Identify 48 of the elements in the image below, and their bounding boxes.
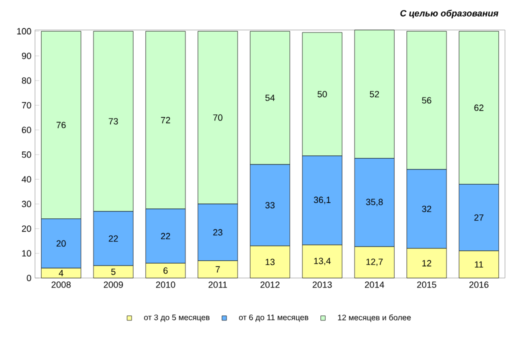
data-label: 22 [161, 232, 170, 240]
data-label: 22 [108, 235, 118, 242]
y-tick-label: 30 [22, 200, 32, 208]
data-label: 73 [108, 118, 118, 124]
data-label: 23 [213, 229, 222, 236]
data-label: 12,7 [366, 258, 383, 266]
data-label: 76 [56, 122, 66, 128]
x-tick-label: 2016 [469, 282, 488, 288]
x-tick-label: 2009 [104, 282, 123, 288]
x-tick-label: 2013 [312, 282, 332, 288]
x-tick-label: 2015 [417, 282, 436, 288]
x-tick-label: 2012 [260, 282, 280, 288]
data-label: 5 [111, 268, 116, 275]
data-label: 54 [265, 94, 275, 101]
data-label: 33 [265, 202, 275, 208]
data-label: 11 [474, 261, 484, 268]
data-label: 13 [266, 258, 275, 266]
x-tick-label: 2010 [156, 282, 176, 288]
data-label: 52 [370, 90, 379, 98]
y-tick-label: 10 [22, 250, 32, 257]
data-label: 36,1 [314, 196, 331, 204]
data-label: 56 [422, 97, 432, 104]
data-label: 20 [56, 240, 66, 247]
data-label: 7 [216, 266, 220, 272]
y-tick-label: 0 [26, 274, 32, 282]
y-tick-label: 20 [22, 225, 32, 232]
y-tick-label: 70 [22, 102, 32, 108]
y-tick-label: 50 [22, 151, 32, 158]
y-tick-label: 80 [22, 77, 32, 84]
data-label: 32 [422, 206, 432, 212]
data-label: 4 [58, 270, 64, 276]
x-tick-label: 2011 [208, 282, 227, 288]
y-tick-label: 40 [22, 176, 32, 182]
x-tick-label: 2008 [52, 282, 71, 288]
data-label: 27 [474, 214, 484, 221]
data-label: 6 [164, 267, 168, 274]
data-label: 70 [213, 114, 222, 121]
x-tick-label: 2014 [364, 282, 384, 288]
data-label: 35,8 [366, 198, 383, 206]
data-label: 50 [318, 90, 327, 98]
y-tick-label: 60 [22, 126, 32, 134]
chart-title: С целью образования [400, 10, 498, 18]
data-label: 62 [474, 104, 484, 111]
y-tick-label: 90 [22, 52, 32, 60]
y-tick-label: 100 [17, 28, 32, 34]
data-label: 12 [422, 260, 432, 266]
data-label: 13,4 [314, 258, 331, 266]
data-label: 72 [161, 116, 170, 124]
